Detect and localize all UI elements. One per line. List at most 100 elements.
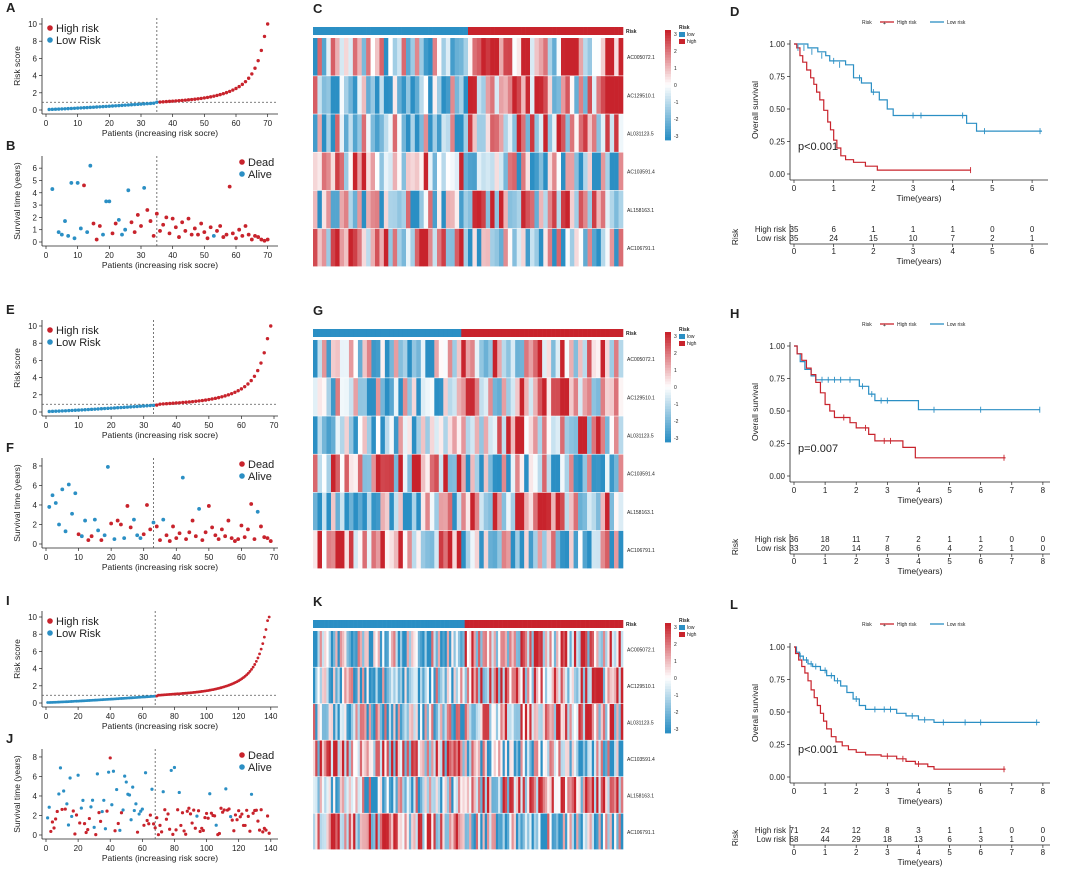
heatmap-cell — [339, 76, 345, 114]
dead-point — [183, 229, 188, 233]
heatmap-cell — [370, 114, 376, 152]
heatmap-cell — [391, 777, 394, 813]
risk-annotation-cell — [373, 620, 376, 628]
heatmap-cell — [377, 813, 381, 850]
heatmap-cell — [344, 740, 347, 777]
heatmap-cell — [553, 777, 557, 813]
heatmap-cell — [492, 530, 498, 569]
heatmap-cell — [383, 114, 389, 152]
heatmap-cell — [506, 340, 511, 378]
heatmap-cell — [484, 631, 488, 667]
heatmap-cell — [395, 667, 399, 704]
heatmap-cell — [560, 740, 564, 777]
km-legend-title: Risk — [862, 622, 872, 628]
color-scale-step — [665, 417, 671, 421]
heatmap-cell — [379, 228, 385, 267]
heatmap-cell — [605, 76, 611, 114]
heatmap-cell — [398, 378, 404, 416]
heatmap-cell — [389, 378, 395, 416]
heatmap-cell — [370, 667, 374, 704]
heatmap-cell — [442, 704, 445, 740]
heatmap-cell — [344, 530, 350, 569]
color-scale-label: 3 — [674, 32, 677, 38]
heatmap-cell — [500, 777, 503, 813]
heatmap-cell — [598, 740, 601, 777]
color-scale-label: -1 — [674, 100, 679, 106]
risk-table-x-tick-label: 6 — [1030, 247, 1035, 256]
color-scale-step — [665, 126, 671, 130]
heatmap-cell — [434, 492, 440, 531]
heatmap-cell — [437, 813, 441, 850]
heatmap-cell — [391, 813, 394, 850]
heatmap-cell — [605, 813, 608, 850]
risk-annotation-cell — [348, 329, 354, 337]
color-scale-step — [665, 634, 671, 638]
heatmap-cell — [328, 631, 332, 667]
heatmap-cell — [609, 378, 615, 416]
heatmap-cell — [476, 38, 482, 76]
heatmap-cell — [393, 340, 399, 378]
risk-table-high-count: 24 — [821, 826, 830, 835]
risk-point — [155, 403, 159, 407]
heatmap-cell — [474, 530, 480, 569]
risk-annotation-cell — [531, 620, 535, 628]
heatmap-cell — [408, 740, 412, 777]
heatmap-cell — [585, 813, 588, 850]
heatmap-cell — [411, 704, 414, 740]
heatmap-cell — [357, 416, 363, 454]
dead-point — [267, 831, 271, 835]
heatmap-cell — [600, 813, 604, 850]
heatmap-cell — [451, 704, 454, 740]
heatmap-cell — [515, 340, 520, 378]
risk-annotation-cell — [565, 620, 568, 628]
heatmap-cell — [368, 777, 372, 813]
heatmap-cell — [344, 667, 347, 704]
heatmap-cell — [315, 777, 318, 813]
heatmap-cell — [614, 704, 617, 740]
heatmap-cell — [527, 740, 530, 777]
dead-point — [179, 823, 183, 828]
heatmap-cell — [414, 76, 420, 114]
heatmap-cell — [357, 492, 363, 531]
heatmap-cell — [330, 530, 336, 569]
dead-point — [74, 813, 79, 817]
heatmap-cell — [382, 740, 385, 777]
heatmap-cell — [389, 492, 395, 531]
km-high-risk-curve — [794, 43, 971, 171]
heatmap-cell — [373, 667, 376, 704]
color-scale-step — [665, 79, 671, 83]
heatmap-cell — [529, 631, 532, 667]
risk-point — [186, 98, 191, 102]
heatmap-cell — [580, 631, 584, 667]
risk-annotation-cell — [522, 620, 526, 628]
risk-point — [190, 399, 195, 404]
heatmap-cell — [600, 740, 604, 777]
heatmap-cell — [576, 740, 579, 777]
heatmap-cell — [547, 76, 553, 114]
heatmap-cell — [482, 631, 486, 667]
heatmap-cell — [587, 228, 593, 267]
risk-annotation-cell — [463, 27, 469, 35]
heatmap-cell — [521, 38, 526, 76]
risk-annotation-cell — [452, 329, 458, 337]
risk-annotation-cell — [611, 620, 615, 628]
heatmap-cell — [573, 416, 579, 454]
risk-annotation-cell — [562, 620, 566, 628]
heatmap-cell — [594, 631, 597, 667]
heatmap-cell — [596, 530, 601, 569]
color-scale-step — [665, 32, 671, 36]
heatmap-cell — [578, 492, 583, 531]
dead-point — [89, 534, 94, 539]
risk-point — [109, 406, 113, 410]
heatmap-cell — [562, 740, 566, 777]
heatmap-cell — [480, 813, 483, 850]
heatmap-cell — [555, 416, 561, 454]
gene-label: AL031123.5 — [627, 720, 654, 726]
risk-annotation-cell — [348, 620, 352, 628]
heatmap-cell — [473, 777, 477, 813]
risk-annotation-cell — [434, 329, 440, 337]
heatmap-cell — [516, 38, 522, 76]
y-tick-label: 0 — [33, 831, 38, 840]
alive-point — [104, 199, 109, 204]
risk-table-x-tick-label: 0 — [792, 247, 797, 256]
